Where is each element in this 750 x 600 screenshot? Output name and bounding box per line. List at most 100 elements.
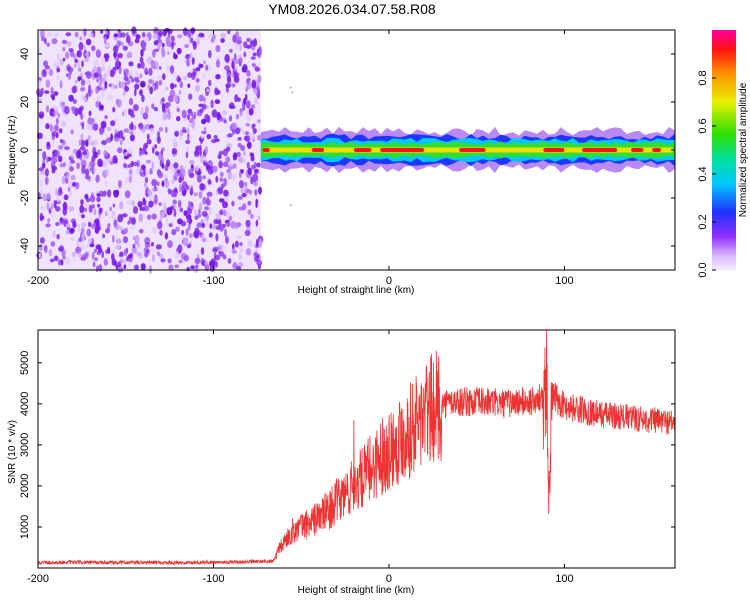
noise-cell bbox=[244, 229, 251, 237]
echo-core-red bbox=[311, 148, 325, 152]
noise-cell bbox=[258, 238, 262, 247]
noise-cell bbox=[74, 63, 77, 69]
noise-cell bbox=[133, 104, 139, 112]
noise-cell bbox=[132, 161, 139, 167]
noise-cell bbox=[167, 111, 171, 120]
noise-cell bbox=[46, 156, 49, 164]
noise-cell bbox=[99, 83, 102, 88]
noise-cell bbox=[219, 198, 225, 203]
noise-cell bbox=[114, 223, 120, 231]
colorbar-label: Normalized spectral amplitude bbox=[738, 82, 749, 217]
noise-cell bbox=[106, 126, 112, 132]
noise-cell bbox=[139, 149, 142, 157]
noise-cell bbox=[51, 132, 56, 140]
noise-cell bbox=[215, 225, 221, 231]
x-tick-label: -200 bbox=[27, 275, 49, 287]
noise-cell bbox=[142, 112, 149, 120]
noise-cell bbox=[131, 200, 135, 207]
noise-cell bbox=[156, 169, 162, 177]
noise-cell bbox=[189, 134, 192, 140]
x-tick-label: -200 bbox=[27, 573, 49, 585]
noise-cell bbox=[87, 135, 91, 142]
noise-cell bbox=[151, 161, 154, 170]
noise-cell bbox=[134, 88, 137, 97]
noise-cell bbox=[58, 246, 64, 252]
noise-cell bbox=[157, 151, 163, 161]
noise-cell bbox=[122, 258, 127, 264]
noise-cell bbox=[53, 202, 57, 209]
noise-cell bbox=[242, 150, 246, 157]
echo-core-red bbox=[380, 148, 425, 152]
echo-outlier bbox=[289, 204, 292, 207]
noise-cell bbox=[138, 213, 144, 223]
noise-cell bbox=[140, 48, 144, 57]
noise-cell bbox=[237, 137, 242, 141]
noise-cell bbox=[255, 238, 259, 248]
noise-cell bbox=[174, 84, 177, 88]
noise-cell bbox=[60, 259, 64, 266]
noise-cell bbox=[80, 86, 86, 92]
noise-cell bbox=[149, 247, 154, 253]
noise-cell bbox=[70, 129, 74, 135]
noise-cell bbox=[79, 36, 82, 41]
noise-cell bbox=[126, 51, 133, 59]
noise-cell bbox=[178, 177, 182, 184]
noise-cell bbox=[179, 80, 183, 89]
noise-cell bbox=[142, 197, 146, 202]
noise-cell bbox=[86, 244, 90, 249]
noise-cell bbox=[200, 233, 204, 240]
noise-cell bbox=[157, 221, 163, 230]
noise-cell bbox=[158, 126, 164, 132]
noise-cell bbox=[188, 111, 194, 116]
noise-cell bbox=[80, 113, 84, 120]
noise-cell bbox=[136, 79, 140, 83]
noise-cell bbox=[245, 219, 251, 228]
noise-cell bbox=[108, 66, 112, 71]
noise-cell bbox=[67, 187, 71, 192]
noise-cell bbox=[52, 110, 58, 116]
noise-cell bbox=[239, 170, 242, 179]
echo-core-red bbox=[353, 148, 372, 152]
noise-cell bbox=[119, 226, 123, 231]
noise-cell bbox=[55, 205, 61, 212]
noise-cell bbox=[238, 61, 242, 67]
noise-cell bbox=[76, 50, 80, 57]
noise-cell bbox=[41, 36, 46, 42]
noise-cell bbox=[215, 213, 221, 221]
noise-cell bbox=[85, 38, 92, 46]
noise-cell bbox=[139, 228, 144, 234]
noise-cell bbox=[80, 256, 87, 261]
noise-cell bbox=[162, 173, 169, 179]
noise-cell bbox=[243, 97, 247, 105]
noise-cell bbox=[220, 244, 225, 251]
noise-cell bbox=[48, 68, 54, 77]
noise-cell bbox=[162, 112, 168, 121]
noise-cell bbox=[186, 218, 193, 224]
noise-cell bbox=[120, 81, 126, 89]
noise-cell bbox=[132, 206, 139, 214]
x-tick-label: -100 bbox=[202, 573, 224, 585]
noise-cell bbox=[144, 237, 151, 245]
noise-cell bbox=[195, 147, 200, 156]
noise-cell bbox=[257, 263, 261, 270]
noise-cell bbox=[39, 179, 43, 188]
noise-cell bbox=[120, 41, 124, 47]
noise-cell bbox=[257, 216, 261, 221]
noise-cell bbox=[81, 164, 86, 174]
noise-cell bbox=[244, 131, 250, 136]
noise-cell bbox=[226, 206, 231, 216]
noise-cell bbox=[85, 80, 92, 85]
noise-cell bbox=[159, 210, 166, 219]
noise-cell bbox=[76, 239, 80, 248]
noise-cell bbox=[58, 128, 63, 134]
noise-cell bbox=[231, 123, 236, 130]
noise-cell bbox=[198, 94, 204, 102]
noise-cell bbox=[191, 57, 195, 65]
spectrogram-x-label: Height of straight line (km) bbox=[298, 285, 415, 296]
figure-title: YM08.2026.034.07.58.R08 bbox=[268, 1, 436, 17]
noise-cell bbox=[57, 145, 64, 150]
noise-cell bbox=[90, 89, 94, 94]
noise-cell bbox=[241, 170, 244, 174]
noise-cell bbox=[130, 114, 136, 118]
noise-cell bbox=[78, 67, 82, 72]
